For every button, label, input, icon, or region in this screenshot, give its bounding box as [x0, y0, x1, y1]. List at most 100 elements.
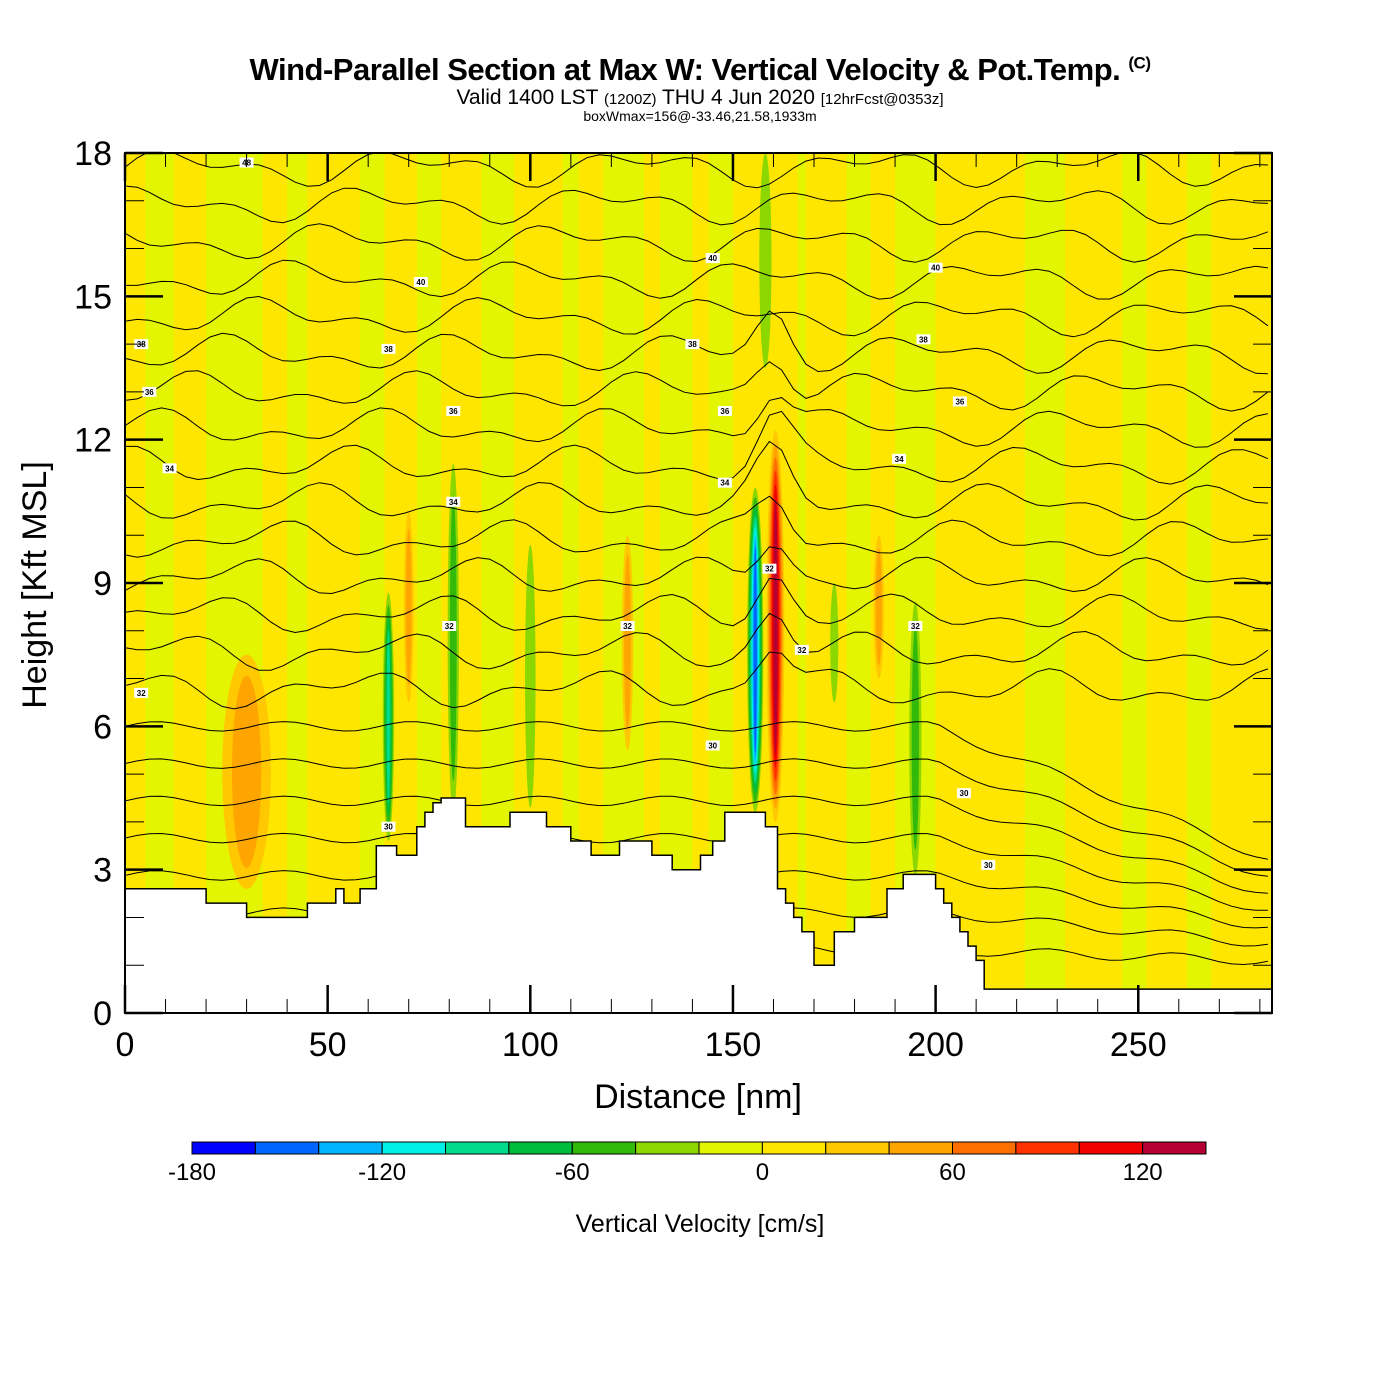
colorbar-tick-label: 120 — [1123, 1159, 1163, 1186]
weak-downdraft-band — [846, 153, 871, 1013]
contour-label-box — [705, 253, 720, 264]
pot-temp-contour — [125, 185, 1268, 226]
contour-label-text: 32 — [623, 622, 632, 631]
contour-label-box — [928, 262, 943, 273]
contour-label-box — [442, 621, 457, 631]
downdraft-80nm-level — [449, 494, 457, 781]
pot-temp-contour — [125, 223, 1269, 263]
subtitle-date: THU 4 Jun 2020 — [661, 86, 815, 109]
contour-label-box — [142, 386, 157, 397]
x-tick-label: 50 — [309, 1026, 347, 1064]
contour-label-box — [916, 334, 931, 345]
y-tick-label: 9 — [93, 565, 112, 603]
main-updraft-level — [773, 497, 778, 755]
colorbar-tick-label: -60 — [555, 1159, 590, 1186]
pot-temp-contour — [125, 259, 1268, 300]
weak-updraft-band — [1162, 153, 1187, 1013]
contour-label: 30 — [381, 821, 396, 832]
contour-label-box — [762, 563, 777, 574]
colorbar-bin — [254, 1141, 320, 1155]
pot-temp-contour — [125, 758, 1268, 877]
contour-label-text: 30 — [960, 789, 969, 798]
contour-label-box — [908, 621, 923, 631]
terrain-outline — [125, 797, 1272, 990]
contour-label-box — [705, 740, 720, 751]
x-tick-label: 0 — [116, 1026, 135, 1064]
subtitle-box-wmax: boxWmax=156@-33.46,21.58,1933m — [583, 108, 817, 124]
contour-label: 32 — [908, 621, 923, 631]
colorbar-bin — [825, 1141, 890, 1155]
terrain-fill — [125, 798, 1272, 1013]
chart-title-main: Wind-Parallel Section at Max W: Vertical… — [249, 52, 1121, 87]
axes — [123, 151, 1273, 1015]
contour-label-box — [446, 496, 461, 507]
colorbar-bin — [508, 1141, 573, 1155]
contour-label: 38 — [916, 334, 931, 345]
contour-label-box — [952, 396, 967, 407]
pot-temp-contour — [125, 361, 1269, 412]
pot-temp-contour — [125, 546, 1269, 595]
contour-label: 34 — [717, 477, 732, 488]
colorbar-tick-label: 0 — [756, 1159, 769, 1186]
subtitle-forecast: [12hrFcst@0353z] — [820, 91, 944, 108]
contour-label: 30 — [956, 788, 971, 799]
contour-label-box — [956, 788, 971, 799]
contour-label-text: 40 — [416, 278, 425, 287]
contour-label-text: 40 — [931, 264, 940, 273]
colorbar-tick-label: 60 — [939, 1159, 966, 1186]
colorbar-tick-label: -180 — [168, 1159, 216, 1186]
pot-temp-contour — [125, 440, 1268, 521]
colorbar-bin — [1142, 1141, 1207, 1155]
colorbar-bin — [318, 1141, 383, 1155]
contour-label-text: 30 — [984, 861, 993, 870]
contour-label: 34 — [892, 453, 907, 464]
pot-temp-contour — [125, 577, 1268, 634]
colorbar-bin — [445, 1141, 510, 1155]
y-tick-label: 18 — [74, 135, 112, 173]
downdraft-100nm-level — [525, 544, 536, 808]
colorbar-bin — [698, 1141, 763, 1155]
subtitle-zulu: (1200Z) — [603, 91, 657, 108]
contour-label-box — [162, 463, 177, 474]
weak-downdraft-band — [206, 153, 263, 1013]
contour-label-text: 34 — [165, 464, 174, 473]
contour-label-text: 32 — [911, 622, 920, 631]
contour-label-box — [717, 406, 732, 416]
colorbar-bin — [1078, 1141, 1144, 1155]
contour-label: 30 — [981, 859, 996, 870]
contour-label-text: 34 — [449, 498, 458, 507]
pot-temp-contour — [125, 651, 1269, 710]
contour-label-text: 34 — [895, 455, 904, 464]
contour-label-text: 38 — [919, 335, 928, 344]
contour-label: 32 — [620, 621, 635, 631]
contour-label-text: 34 — [720, 479, 729, 488]
contour-label-text: 32 — [765, 565, 774, 574]
x-axis-title: Distance [nm] — [594, 1078, 802, 1116]
colorbar-bin — [888, 1141, 953, 1155]
contour-label-text: 40 — [708, 254, 717, 263]
contour-label: 40 — [705, 253, 720, 264]
contour-label-text: 36 — [449, 407, 458, 416]
contour-label: 38 — [685, 339, 700, 350]
contour-label-text: 38 — [688, 340, 697, 349]
pot-temp-contour — [125, 795, 1268, 894]
contour-label-text: 32 — [137, 689, 146, 698]
downdraft-175nm-level — [830, 583, 839, 703]
weak-downdraft-band — [1186, 153, 1212, 1013]
contour-label: 36 — [446, 406, 461, 416]
colorbar-title: Vertical Velocity [cm/s] — [576, 1210, 825, 1238]
x-tick-label: 250 — [1110, 1026, 1167, 1064]
pot-temp-contour — [125, 832, 1268, 911]
y-axis-title: Height [Kft MSL] — [16, 461, 54, 709]
subtitle-valid: Valid 1400 LST — [456, 86, 599, 109]
contour-label: 34 — [446, 496, 461, 507]
contour-label-box — [381, 343, 396, 354]
colorbar-bin — [952, 1141, 1017, 1155]
contour-label-text: 30 — [708, 741, 717, 750]
contour-label-text: 32 — [445, 622, 454, 631]
downdraft-194nm-level — [911, 626, 919, 850]
contour-label-box — [134, 687, 149, 698]
pot-temp-contours — [125, 153, 1269, 966]
contour-label-box — [685, 339, 700, 350]
